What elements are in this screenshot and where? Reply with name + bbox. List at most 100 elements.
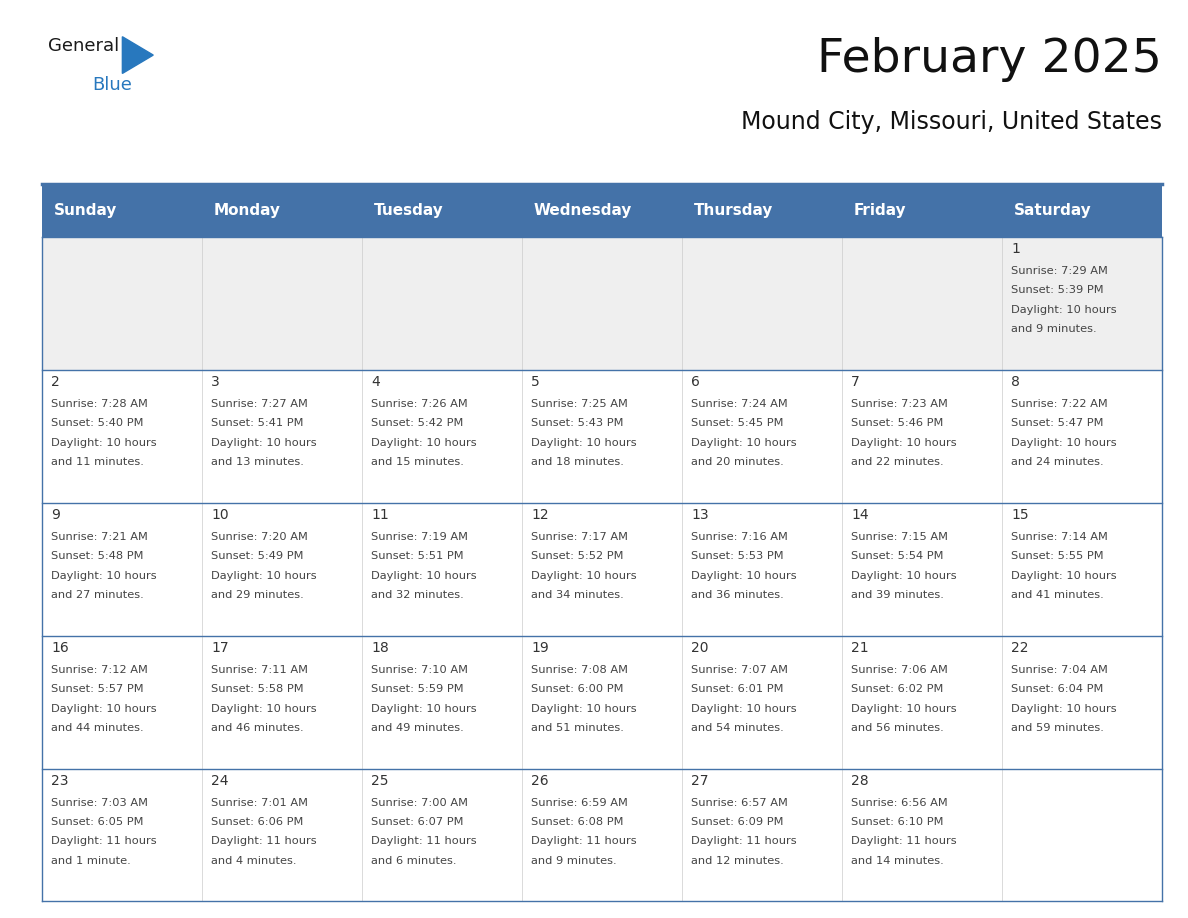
Text: Sunrise: 7:28 AM: Sunrise: 7:28 AM [51,399,148,409]
Text: Sunrise: 7:23 AM: Sunrise: 7:23 AM [852,399,948,409]
Text: 4: 4 [371,375,380,389]
Text: and 1 minute.: and 1 minute. [51,856,131,866]
Text: and 51 minutes.: and 51 minutes. [531,722,624,733]
Polygon shape [122,37,153,73]
Text: Saturday: Saturday [1013,203,1092,218]
Text: and 29 minutes.: and 29 minutes. [211,590,304,599]
Text: 14: 14 [852,509,868,522]
Text: Sunset: 6:07 PM: Sunset: 6:07 PM [371,817,463,827]
Text: Daylight: 10 hours: Daylight: 10 hours [211,438,317,448]
Text: and 34 minutes.: and 34 minutes. [531,590,624,599]
Text: and 59 minutes.: and 59 minutes. [1011,722,1104,733]
Text: Sunset: 5:45 PM: Sunset: 5:45 PM [691,419,784,429]
Text: Sunset: 5:47 PM: Sunset: 5:47 PM [1011,419,1104,429]
Text: Daylight: 10 hours: Daylight: 10 hours [1011,703,1117,713]
Text: Sunday: Sunday [53,203,116,218]
Text: Wednesday: Wednesday [533,203,632,218]
Text: Tuesday: Tuesday [373,203,443,218]
Text: Blue: Blue [93,76,133,95]
Text: and 44 minutes.: and 44 minutes. [51,722,144,733]
Text: and 18 minutes.: and 18 minutes. [531,457,624,467]
Text: Daylight: 11 hours: Daylight: 11 hours [531,836,637,846]
Text: 25: 25 [371,774,388,788]
Text: Daylight: 11 hours: Daylight: 11 hours [371,836,476,846]
Text: and 49 minutes.: and 49 minutes. [371,722,465,733]
Text: Sunset: 5:55 PM: Sunset: 5:55 PM [1011,552,1104,561]
Text: and 15 minutes.: and 15 minutes. [371,457,465,467]
Text: 1: 1 [1011,242,1020,256]
Text: 11: 11 [371,509,388,522]
Text: Sunset: 5:49 PM: Sunset: 5:49 PM [211,552,304,561]
Bar [42,370,1162,503]
Text: 16: 16 [51,641,69,655]
Text: Friday: Friday [854,203,906,218]
Text: Sunrise: 7:27 AM: Sunrise: 7:27 AM [211,399,308,409]
Text: and 41 minutes.: and 41 minutes. [1011,590,1104,599]
Text: Sunset: 5:51 PM: Sunset: 5:51 PM [371,552,463,561]
Text: and 4 minutes.: and 4 minutes. [211,856,297,866]
Text: Daylight: 11 hours: Daylight: 11 hours [852,836,956,846]
Text: Sunrise: 7:12 AM: Sunrise: 7:12 AM [51,665,148,675]
Text: Daylight: 10 hours: Daylight: 10 hours [211,703,317,713]
Text: Daylight: 10 hours: Daylight: 10 hours [51,571,157,580]
Text: Sunset: 5:53 PM: Sunset: 5:53 PM [691,552,784,561]
Text: Sunset: 5:57 PM: Sunset: 5:57 PM [51,684,144,694]
Text: Sunrise: 7:11 AM: Sunrise: 7:11 AM [211,665,308,675]
Text: 13: 13 [691,509,709,522]
Text: and 14 minutes.: and 14 minutes. [852,856,944,866]
Text: Sunrise: 7:15 AM: Sunrise: 7:15 AM [852,532,948,542]
Text: Sunset: 6:02 PM: Sunset: 6:02 PM [852,684,943,694]
Text: Sunset: 6:05 PM: Sunset: 6:05 PM [51,817,144,827]
Text: Sunrise: 7:14 AM: Sunrise: 7:14 AM [1011,532,1108,542]
Text: Daylight: 10 hours: Daylight: 10 hours [371,571,476,580]
Text: Sunrise: 6:56 AM: Sunrise: 6:56 AM [852,798,948,808]
Text: 23: 23 [51,774,69,788]
Text: Daylight: 10 hours: Daylight: 10 hours [211,571,317,580]
Bar [42,503,1162,635]
Text: Sunset: 5:54 PM: Sunset: 5:54 PM [852,552,943,561]
Text: Sunrise: 7:03 AM: Sunrise: 7:03 AM [51,798,148,808]
Text: Daylight: 10 hours: Daylight: 10 hours [1011,571,1117,580]
Text: Sunrise: 7:01 AM: Sunrise: 7:01 AM [211,798,308,808]
Text: Mound City, Missouri, United States: Mound City, Missouri, United States [741,110,1162,134]
Text: Sunrise: 6:57 AM: Sunrise: 6:57 AM [691,798,788,808]
Text: 3: 3 [211,375,220,389]
Text: Sunset: 6:00 PM: Sunset: 6:00 PM [531,684,624,694]
Text: 22: 22 [1011,641,1029,655]
Text: 19: 19 [531,641,549,655]
Text: Daylight: 10 hours: Daylight: 10 hours [691,571,797,580]
Text: Daylight: 10 hours: Daylight: 10 hours [371,703,476,713]
Text: and 32 minutes.: and 32 minutes. [371,590,465,599]
Text: 9: 9 [51,509,59,522]
Text: Sunset: 5:46 PM: Sunset: 5:46 PM [852,419,943,429]
Text: Sunset: 6:04 PM: Sunset: 6:04 PM [1011,684,1104,694]
Text: 26: 26 [531,774,549,788]
Text: Daylight: 10 hours: Daylight: 10 hours [531,703,637,713]
Text: Sunset: 5:59 PM: Sunset: 5:59 PM [371,684,463,694]
Text: Sunset: 6:09 PM: Sunset: 6:09 PM [691,817,784,827]
Text: Sunrise: 7:08 AM: Sunrise: 7:08 AM [531,665,628,675]
Text: Daylight: 10 hours: Daylight: 10 hours [1011,438,1117,448]
Text: Daylight: 10 hours: Daylight: 10 hours [371,438,476,448]
Text: Sunset: 6:01 PM: Sunset: 6:01 PM [691,684,784,694]
Text: Daylight: 11 hours: Daylight: 11 hours [211,836,317,846]
Text: Sunrise: 7:16 AM: Sunrise: 7:16 AM [691,532,788,542]
Text: Sunrise: 7:20 AM: Sunrise: 7:20 AM [211,532,308,542]
Text: Daylight: 11 hours: Daylight: 11 hours [51,836,157,846]
Text: and 24 minutes.: and 24 minutes. [1011,457,1104,467]
Text: Sunset: 5:41 PM: Sunset: 5:41 PM [211,419,304,429]
Text: Sunrise: 7:04 AM: Sunrise: 7:04 AM [1011,665,1108,675]
Text: Sunrise: 7:24 AM: Sunrise: 7:24 AM [691,399,788,409]
Text: Daylight: 10 hours: Daylight: 10 hours [691,438,797,448]
Text: and 36 minutes.: and 36 minutes. [691,590,784,599]
Text: and 54 minutes.: and 54 minutes. [691,722,784,733]
Text: 10: 10 [211,509,229,522]
Text: Sunset: 5:48 PM: Sunset: 5:48 PM [51,552,144,561]
Text: Sunset: 6:08 PM: Sunset: 6:08 PM [531,817,624,827]
Text: February 2025: February 2025 [817,37,1162,82]
Text: and 39 minutes.: and 39 minutes. [852,590,944,599]
Text: 8: 8 [1011,375,1020,389]
Text: 21: 21 [852,641,868,655]
Text: 7: 7 [852,375,860,389]
Text: and 12 minutes.: and 12 minutes. [691,856,784,866]
